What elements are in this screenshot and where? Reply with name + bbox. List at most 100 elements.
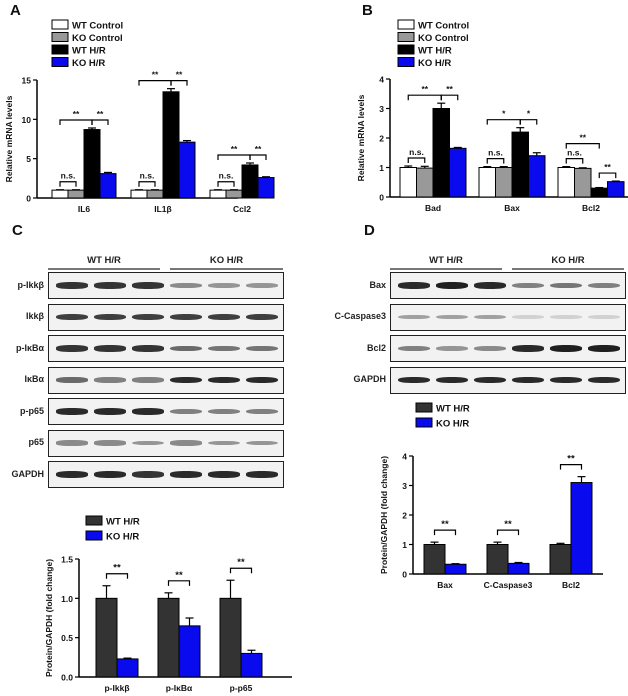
blot-band	[94, 377, 126, 383]
legend-label: KO H/R	[72, 58, 105, 69]
blot-band	[132, 282, 164, 289]
significance-label: **	[504, 519, 512, 530]
blot-band	[132, 440, 164, 446]
significance-bracket	[249, 154, 267, 160]
bar	[83, 129, 101, 199]
blot-band	[132, 408, 164, 415]
significance-bracket	[486, 158, 505, 164]
significance-label: n.s.	[567, 148, 582, 158]
chart-d: 0 1 2 3 4 Protein/GAPDH (fold change) Bax ** C-C…	[379, 452, 603, 590]
blot-c: WT H/R KO H/R p-Ikkβ Ikkβ p-IκBα IκBα p-p65 p…	[0, 250, 320, 490]
significance-label: **	[231, 144, 238, 154]
y-tick-label: 4	[402, 452, 407, 462]
blot-band	[398, 345, 430, 352]
blot-band	[246, 440, 278, 446]
legend-swatch	[415, 417, 433, 428]
bar	[219, 597, 242, 678]
blot-band	[436, 282, 468, 289]
legend-swatch	[85, 530, 103, 541]
x-tick-label: Bad	[425, 203, 441, 213]
blot-band	[94, 440, 126, 446]
blot-band	[208, 376, 240, 384]
y-tick-label: 0	[379, 193, 384, 203]
blot-band	[56, 440, 88, 446]
significance-bracket	[559, 464, 583, 470]
significance-bracket	[59, 119, 93, 125]
blot-band	[474, 282, 506, 289]
bar	[557, 167, 575, 198]
legend-label: WT H/R	[418, 46, 452, 57]
legend-label: KO H/R	[418, 58, 451, 69]
chart-c: 0.0 0.5 1.0 1.5 Protein/GAPDH (fold change) p…	[44, 555, 292, 693]
blot-band	[170, 471, 202, 478]
legend-swatch	[415, 402, 433, 413]
bar	[225, 189, 243, 199]
bar	[449, 147, 467, 198]
blot-row-label: p65	[28, 437, 44, 447]
legend-label: KO Control	[72, 33, 123, 44]
bar	[549, 544, 572, 575]
blot-row-label: p-p65	[19, 405, 44, 416]
bar	[511, 131, 529, 198]
blot-band	[208, 345, 240, 352]
bar	[130, 189, 148, 199]
significance-label: **	[579, 133, 586, 143]
bar	[486, 544, 509, 575]
bar	[528, 155, 546, 198]
x-tick-label: p-Ikkβ	[104, 683, 129, 693]
blot-strip	[48, 398, 284, 425]
significance-bracket	[519, 119, 538, 125]
blot-band	[56, 313, 88, 321]
significance-bracket	[170, 80, 188, 86]
blot-strip	[48, 461, 284, 488]
x-tick-label: Ccl2	[233, 204, 251, 214]
blot-band	[474, 376, 506, 384]
significance-label: **	[175, 570, 183, 581]
x-tick-label: Bax	[504, 203, 520, 213]
significance-label: **	[113, 563, 121, 574]
blot-strip	[48, 366, 284, 394]
blot-band	[94, 313, 126, 321]
bar	[209, 189, 227, 199]
y-axis-label: Protein/GAPDH (fold change)	[379, 456, 389, 574]
legend-d: WT H/R KO H/R	[415, 402, 470, 430]
significance-label: **	[97, 109, 104, 119]
bar	[99, 173, 117, 199]
blot-band	[474, 314, 506, 320]
blot-row-label: GAPDH	[353, 374, 386, 384]
legend-swatch	[51, 44, 69, 55]
significance-label: **	[176, 70, 183, 80]
blot-band	[132, 313, 164, 321]
blot-d-group-wt-line	[390, 268, 502, 270]
bar	[146, 189, 164, 199]
y-tick-label: 1	[379, 163, 384, 173]
blot-band	[550, 315, 582, 319]
significance-label: n.s.	[219, 171, 234, 181]
significance-label: *	[502, 109, 506, 119]
blot-strip	[390, 272, 626, 299]
charts-cd: WT H/R KO H/R WT H/R KO H/R 0.0 0.5 1.0 1.5 Prot…	[44, 402, 603, 693]
blot-band	[436, 376, 468, 384]
significance-label: n.s.	[61, 171, 76, 181]
blot-band	[512, 315, 544, 319]
significance-bracket	[91, 119, 109, 125]
blot-d: WT H/R KO H/R Bax C-Caspase3 Bcl2 GAPDH	[320, 250, 628, 400]
blot-band	[94, 345, 126, 352]
blot-band	[170, 408, 202, 415]
y-tick-label: 0.5	[61, 633, 73, 643]
y-tick-label: 2	[402, 511, 407, 521]
blot-band	[474, 345, 506, 352]
blot-band	[588, 315, 620, 319]
blot-band	[246, 408, 278, 415]
y-tick-label: 0.0	[61, 673, 73, 683]
significance-bracket	[105, 573, 129, 579]
significance-label: **	[255, 144, 262, 154]
blot-band	[132, 345, 164, 352]
blot-row-label: p-IκBα	[15, 342, 44, 353]
y-tick-label: 1	[402, 540, 407, 550]
bar	[416, 167, 434, 198]
blot-band	[588, 282, 620, 289]
significance-bracket	[486, 119, 521, 125]
